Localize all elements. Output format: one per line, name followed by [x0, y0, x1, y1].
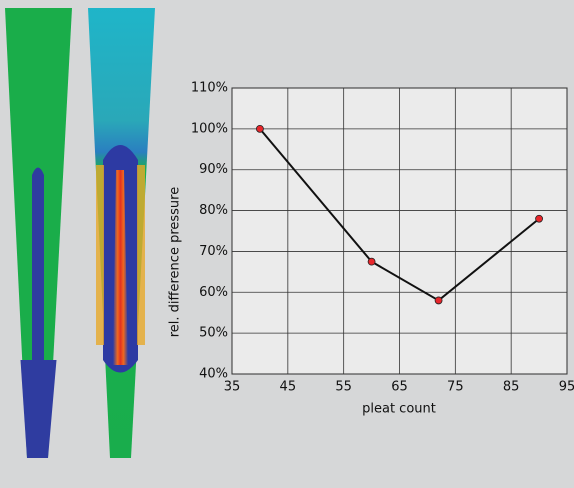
- y-tick-label: 60%: [199, 285, 228, 300]
- y-tick-label: 50%: [199, 326, 228, 341]
- x-tick-label: 45: [280, 380, 297, 395]
- x-tick-label: 65: [391, 380, 408, 395]
- y-tick-label: 100%: [191, 121, 228, 136]
- data-point: [368, 258, 375, 265]
- x-axis-label: pleat count: [362, 402, 436, 417]
- x-tick-label: 55: [335, 380, 352, 395]
- x-tick-label: 85: [503, 380, 520, 395]
- y-axis-label: rel. difference pressure: [168, 187, 183, 337]
- x-tick-label: 95: [559, 380, 574, 395]
- y-tick-label: 70%: [199, 244, 228, 259]
- data-point: [256, 125, 263, 132]
- page: 40%50%60%70%80%90%100%110%35455565758595…: [0, 0, 574, 488]
- y-tick-label: 110%: [191, 81, 228, 96]
- x-tick-label: 35: [224, 380, 241, 395]
- x-tick-label: 75: [447, 380, 464, 395]
- data-point: [435, 297, 442, 304]
- simulation-images: [5, 8, 155, 458]
- data-point: [536, 215, 543, 222]
- y-tick-label: 90%: [199, 162, 228, 177]
- y-tick-label: 80%: [199, 203, 228, 218]
